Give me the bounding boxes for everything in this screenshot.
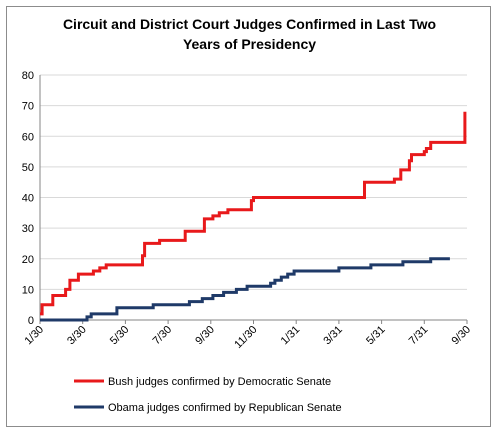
y-tick-label: 30 [22,223,34,235]
y-tick-label: 70 [22,101,34,113]
x-tick-label: 11/30 [232,324,259,351]
x-tick-label: 7/30 [151,324,175,348]
y-tick-label: 0 [28,315,34,327]
chart-title-line-2: Years of Presidency [182,36,317,52]
series-line-1 [40,111,467,316]
y-tick-label: 50 [22,162,34,174]
legend-label-2: Obama judges confirmed by Republican Sen… [108,402,342,414]
x-axis-ticks: 1/30 3/30 5/30 7/30 9/30 11/30 1/31 3/31 5/31 7/3… [22,320,473,351]
series-lines [40,111,467,322]
chart-frame [6,6,491,427]
x-tick-label: 5/30 [108,324,132,348]
y-tick-label: 60 [22,131,34,143]
x-tick-label: 7/31 [407,324,431,348]
y-tick-label: 20 [22,254,34,266]
chart-title: Circuit and District Court Judges Confir… [0,14,499,54]
series-line-2 [40,257,450,322]
y-tick-label: 80 [22,70,34,82]
legend: Bush judges confirmed by Democratic Sena… [74,376,342,414]
y-axis-ticks: 0 10 20 30 40 50 60 70 80 [22,70,34,327]
legend-label-1: Bush judges confirmed by Democratic Sena… [108,376,331,388]
x-tick-label: 1/30 [22,324,46,348]
chart-title-line-1: Circuit and District Court Judges Confir… [62,16,437,32]
x-tick-label: 9/30 [193,324,217,348]
x-tick-label: 9/30 [449,324,473,348]
x-tick-label: 3/30 [65,324,89,348]
x-tick-label: 1/31 [279,324,303,348]
x-tick-label: 5/31 [364,324,388,348]
y-tick-label: 10 [22,284,34,296]
x-tick-label: 3/31 [321,324,345,348]
y-tick-label: 40 [22,193,34,205]
